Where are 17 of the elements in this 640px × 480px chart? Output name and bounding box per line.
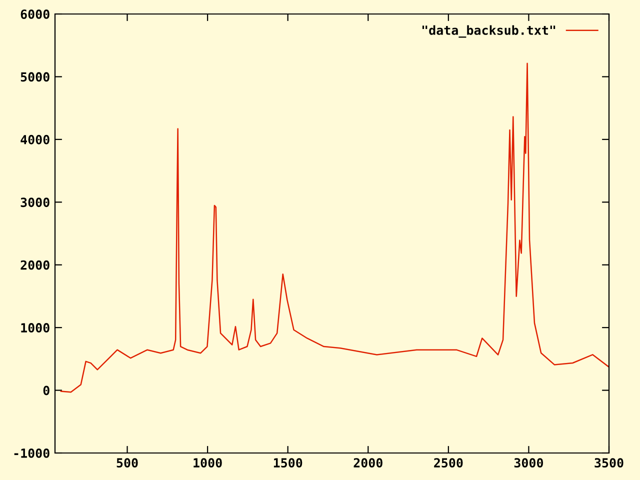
x-tick-label: 2500 [434, 458, 463, 468]
y-tick-label: -1000 [14, 448, 50, 458]
y-tick-label: 4000 [20, 134, 50, 144]
y-tick-label: 2000 [20, 260, 50, 270]
x-tick-label: 1000 [194, 458, 222, 468]
x-tick-label: 500 [116, 458, 138, 468]
legend-label: "data_backsub.txt" [422, 25, 556, 38]
line-series [60, 62, 609, 393]
x-tick-label: 3500 [594, 458, 624, 468]
x-tick-label: 2000 [354, 458, 382, 468]
y-tick-label: 3000 [20, 198, 50, 208]
y-tick-label: 1000 [21, 323, 50, 332]
y-tick-label: 0 [43, 386, 50, 396]
y-tick-label: 5000 [20, 72, 50, 82]
x-tick-label: 3000 [514, 458, 544, 468]
x-tick-label: 1500 [274, 458, 302, 468]
y-tick-label: 6000 [20, 9, 50, 19]
